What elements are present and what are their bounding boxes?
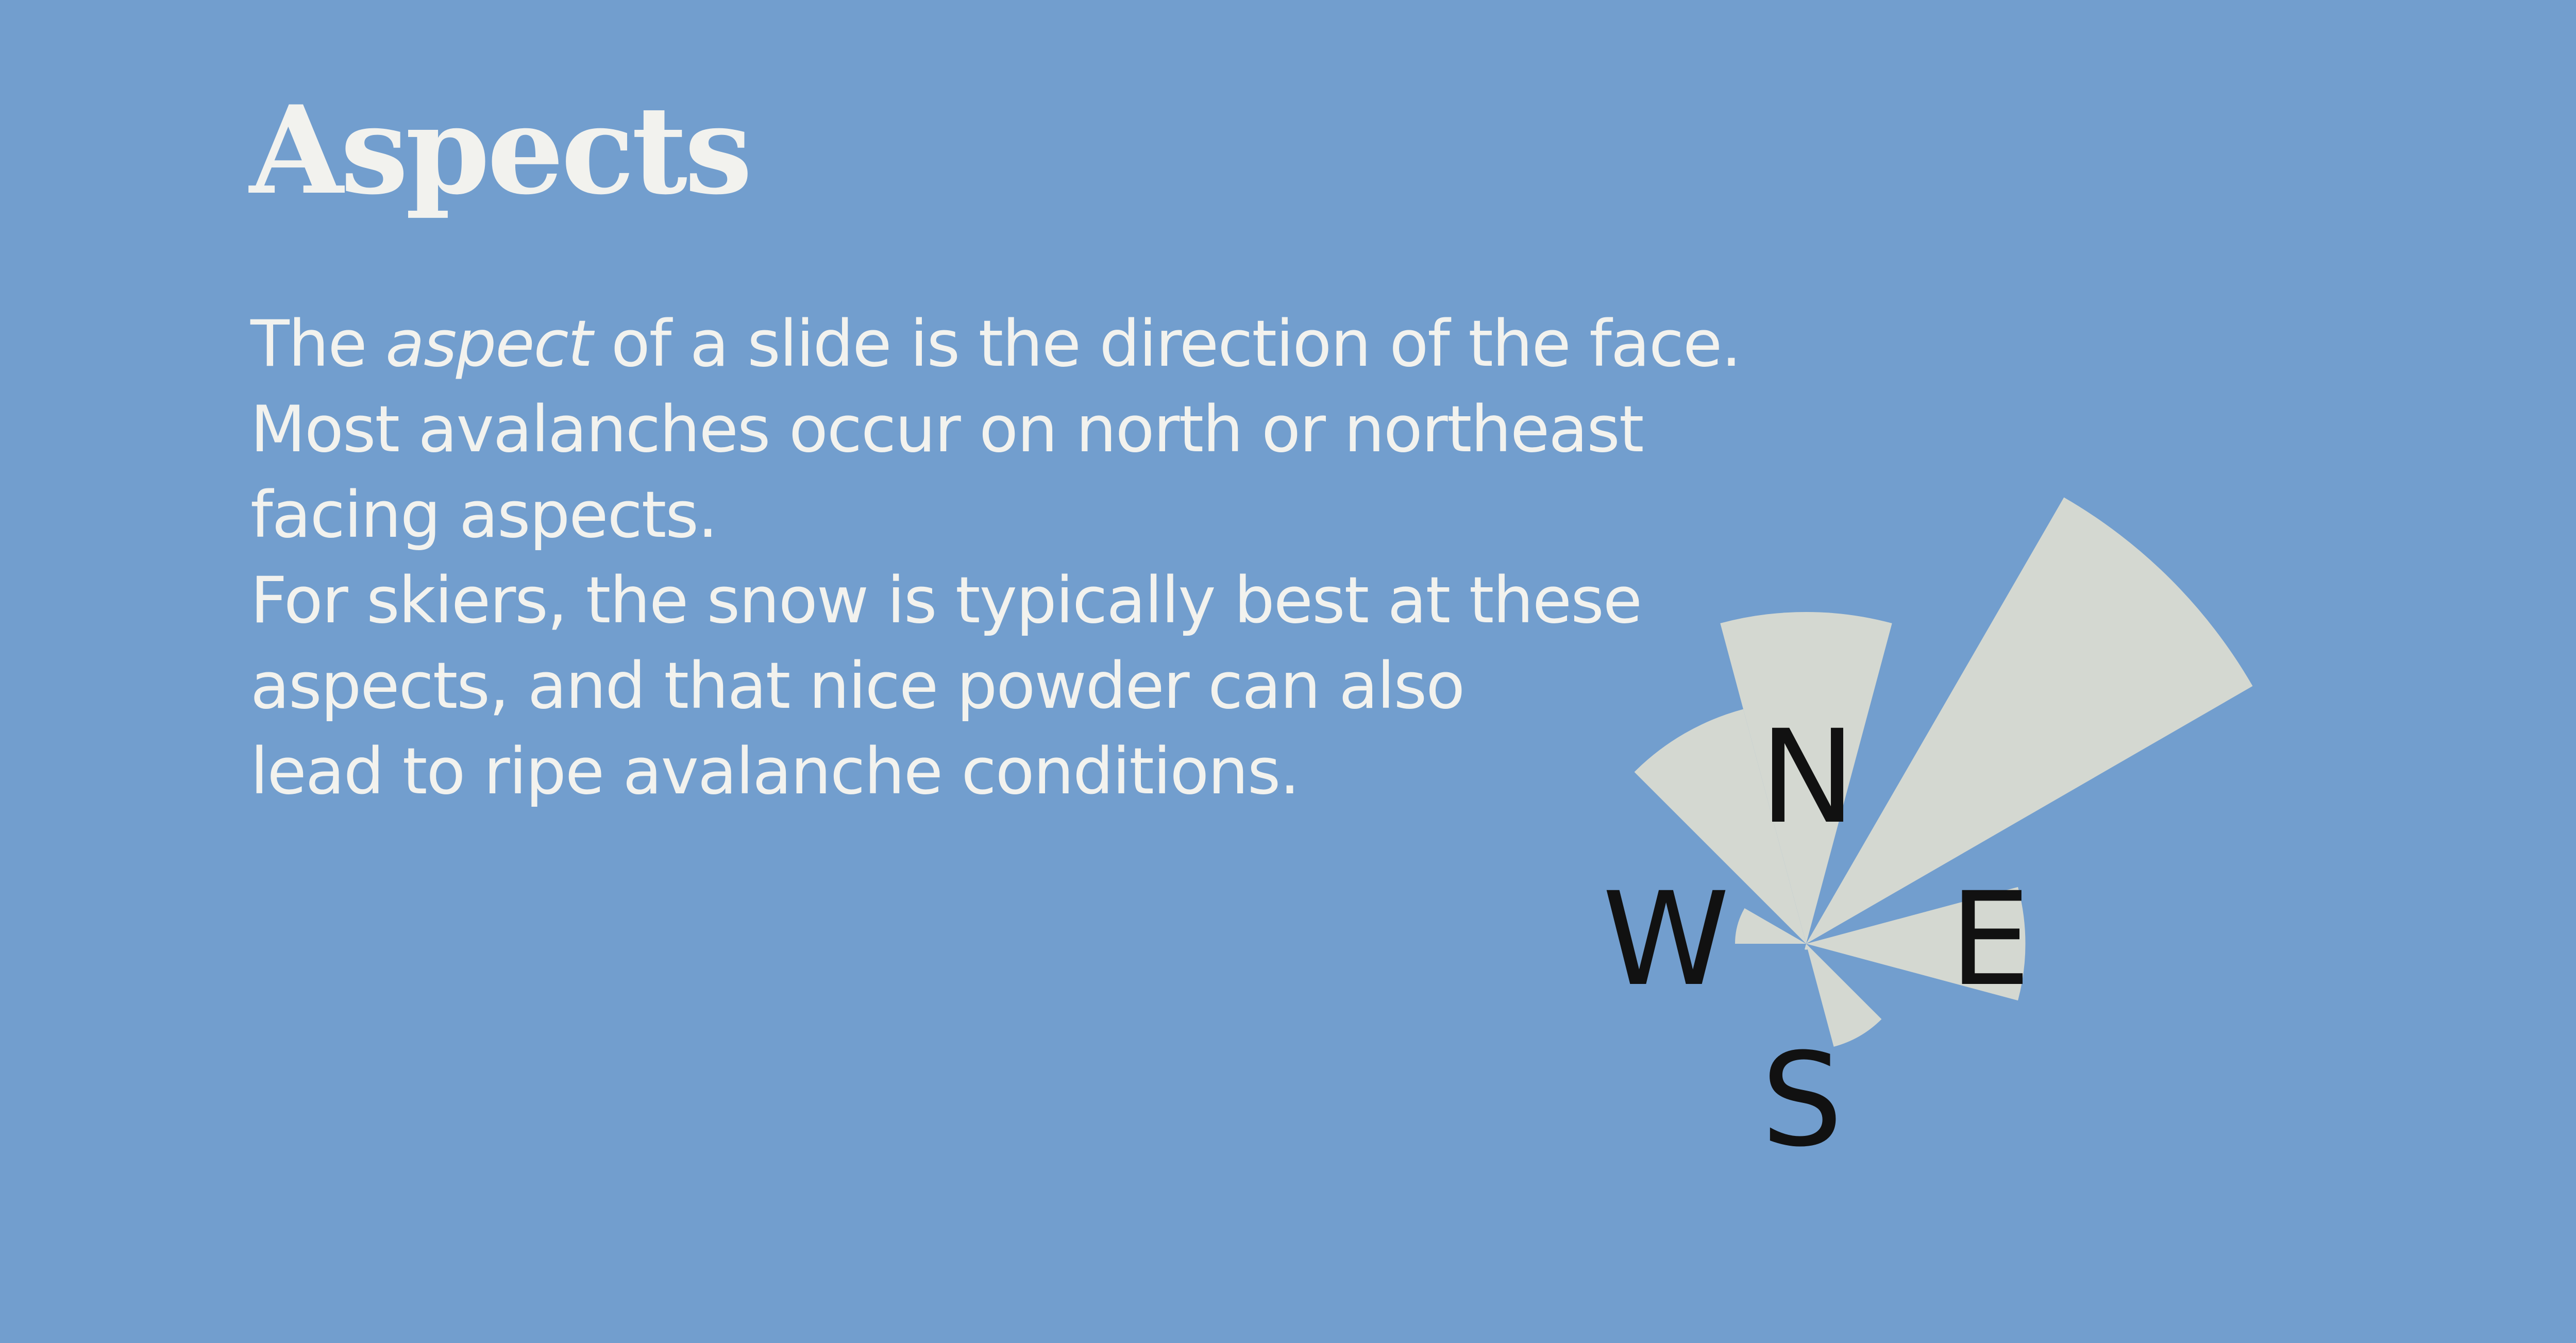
rose-wedges [1634, 497, 2253, 1047]
compass-labels: N E S W [1602, 702, 2031, 1175]
description-line-1-pre: The [250, 307, 386, 381]
description-line-4: For skiers, the snow is typically best a… [250, 564, 1642, 638]
compass-label-s: S [1761, 1025, 1843, 1175]
rose-wedge-180 [1805, 944, 1808, 950]
description-line-1: The aspect of a slide is the direction o… [250, 301, 1745, 387]
description-line-1-post: of a slide is the direction of the face. [592, 307, 1742, 381]
page-title: Aspects [249, 79, 752, 222]
rose-wedge-45 [1806, 497, 2253, 944]
description-line-3: facing aspects. [250, 478, 718, 552]
rose-wedge-90 [1806, 887, 2026, 1001]
rose-wedge-285 [1735, 908, 1806, 944]
rose-wedge-330 [1634, 709, 1806, 944]
description-text: The aspect of a slide is the direction o… [250, 301, 1745, 814]
description-line-2: Most avalanches occur on north or northe… [250, 393, 1644, 467]
compass-label-w: W [1602, 864, 1729, 1014]
description-line-6: lead to ripe avalanche conditions. [250, 735, 1300, 809]
compass-label-n: N [1759, 702, 1856, 852]
description-line-5: aspects, and that nice powder can also [250, 649, 1465, 723]
rose-wedge-150 [1806, 944, 1882, 1047]
aspect-emphasis: aspect [385, 307, 593, 381]
compass-label-e: E [1949, 864, 2031, 1014]
rose-wedge-0 [1720, 611, 1892, 944]
